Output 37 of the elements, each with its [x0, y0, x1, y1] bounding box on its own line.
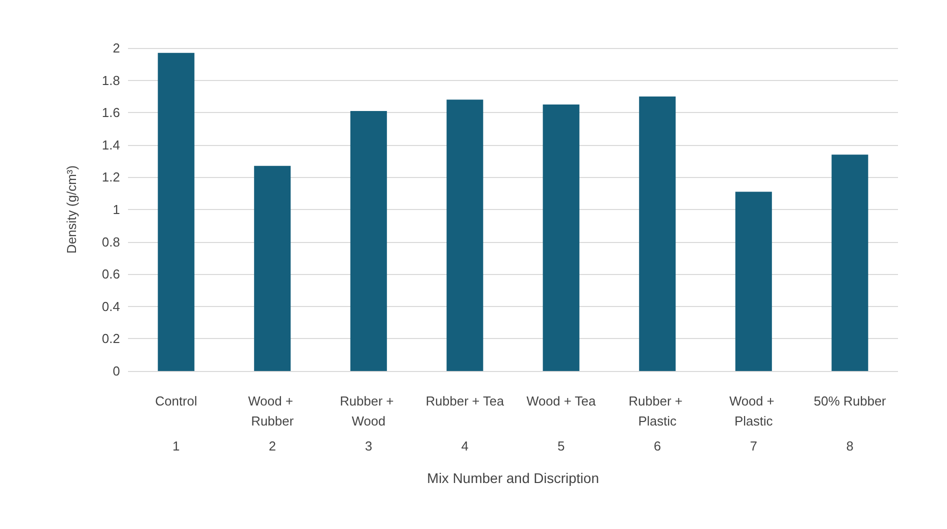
bar — [735, 192, 772, 371]
bar — [542, 104, 580, 371]
x-tick-label: Wood + Plastic — [729, 394, 778, 428]
x-tick-label: Rubber + Plastic — [628, 394, 686, 428]
text: 1 — [172, 438, 180, 454]
bar — [639, 96, 676, 371]
x-tick-label: Rubber + Tea — [426, 394, 505, 408]
bar — [832, 154, 868, 371]
x-tick-label: 50% Rubber — [814, 394, 887, 408]
y-axis-title: Density (g/cm³) — [64, 165, 79, 254]
text: 4 — [461, 438, 468, 454]
x-tick-label: Wood + Rubber — [248, 394, 297, 428]
y-tick-label: 0 — [112, 364, 120, 378]
y-tick-label: 1.2 — [102, 170, 120, 185]
x-tick-label: Wood + Tea — [526, 394, 597, 408]
y-tick-label: 1.6 — [102, 105, 120, 120]
text: 5 — [558, 438, 565, 454]
y-tick-label: 1.4 — [102, 137, 120, 152]
text: 6 — [654, 438, 661, 454]
bar — [254, 166, 291, 371]
y-tick-label: 1.8 — [102, 72, 120, 88]
x-tick-label: Control — [155, 394, 198, 408]
y-tick-label: 2 — [112, 40, 120, 56]
text: 3 — [365, 438, 372, 454]
y-tick-label: 0.2 — [102, 331, 120, 346]
y-tick-label: 0.4 — [102, 298, 120, 314]
x-tick-label: Rubber + Wood — [340, 394, 398, 428]
bar — [446, 100, 484, 371]
x-axis-title: Mix Number and Discription — [427, 470, 599, 486]
bar — [158, 52, 194, 371]
text: 2 — [268, 438, 276, 454]
bar — [350, 110, 387, 371]
text: 7 — [750, 438, 758, 454]
y-tick-label: 0.6 — [102, 266, 120, 282]
y-tick-label: 0.8 — [102, 234, 120, 250]
y-tick-label: 1 — [112, 202, 120, 217]
text: 8 — [846, 438, 854, 454]
